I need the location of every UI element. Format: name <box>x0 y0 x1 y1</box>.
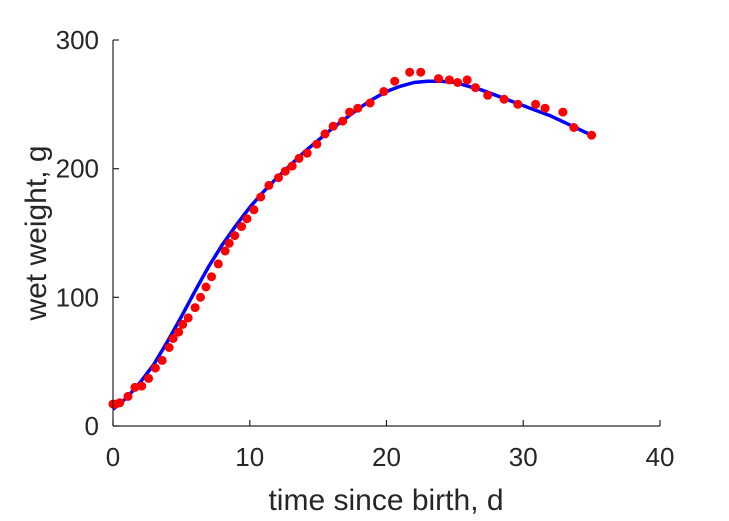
data-point <box>190 303 200 313</box>
data-point <box>416 67 426 77</box>
data-point <box>320 129 330 139</box>
axes <box>112 40 660 427</box>
data-point <box>115 398 125 408</box>
y-tick-label: 0 <box>85 411 99 441</box>
data-point <box>237 222 246 232</box>
data-point <box>220 246 230 256</box>
y-axis-label: wet weight, g <box>20 145 53 321</box>
plot-area <box>108 67 597 411</box>
data-point <box>338 116 348 126</box>
data-point <box>230 231 240 241</box>
data-point <box>137 381 147 391</box>
data-point <box>462 75 472 85</box>
x-tick-label: 10 <box>235 442 264 472</box>
data-point <box>196 292 205 302</box>
data-point <box>558 107 568 117</box>
data-point <box>168 334 178 343</box>
data-point <box>123 391 133 401</box>
y-tick-label: 300 <box>56 25 99 55</box>
data-point <box>379 87 389 96</box>
y-tick-label: 200 <box>56 154 99 184</box>
data-point <box>569 123 579 132</box>
data-point <box>499 94 509 104</box>
fit-curve <box>111 79 593 411</box>
y-tick-label: 100 <box>56 282 99 312</box>
data-point <box>130 382 140 392</box>
data-point <box>328 121 338 131</box>
data-point <box>174 327 184 337</box>
data-point <box>280 166 290 176</box>
x-axis-label: time since birth, d <box>268 484 503 517</box>
data-point <box>453 78 463 87</box>
data-point <box>434 74 443 84</box>
x-tick-label: 40 <box>646 442 675 472</box>
data-point <box>540 103 550 113</box>
data-point <box>294 153 304 163</box>
data-point <box>470 83 480 93</box>
x-tick-label: 0 <box>106 442 120 472</box>
data-point <box>164 343 174 352</box>
data-point <box>287 161 297 171</box>
data-point <box>274 173 283 183</box>
data-point <box>353 103 363 113</box>
data-point <box>256 192 266 202</box>
data-point <box>390 76 400 86</box>
data-point <box>157 355 167 365</box>
data-point <box>312 139 322 149</box>
x-tick-label: 20 <box>372 442 401 472</box>
data-point <box>183 313 193 323</box>
data-point <box>444 75 454 85</box>
data-point <box>587 130 597 140</box>
data-point <box>201 282 211 292</box>
data-point <box>483 90 493 100</box>
data-point <box>178 319 188 329</box>
data-point <box>531 99 541 109</box>
data-point <box>224 238 234 248</box>
ticks: 0 10 20 30 40 0 100 200 300 <box>56 25 675 472</box>
data-point <box>405 67 415 77</box>
data-point <box>207 272 216 282</box>
data-point <box>144 373 154 383</box>
data-point <box>213 259 223 269</box>
data-point <box>345 107 355 117</box>
data-point <box>302 148 312 158</box>
data-point <box>513 99 523 109</box>
data-point <box>249 205 259 215</box>
data-point <box>264 180 274 190</box>
data-point <box>150 363 160 373</box>
data-point <box>242 214 252 224</box>
data-point <box>365 98 375 108</box>
x-tick-label: 30 <box>509 442 538 472</box>
